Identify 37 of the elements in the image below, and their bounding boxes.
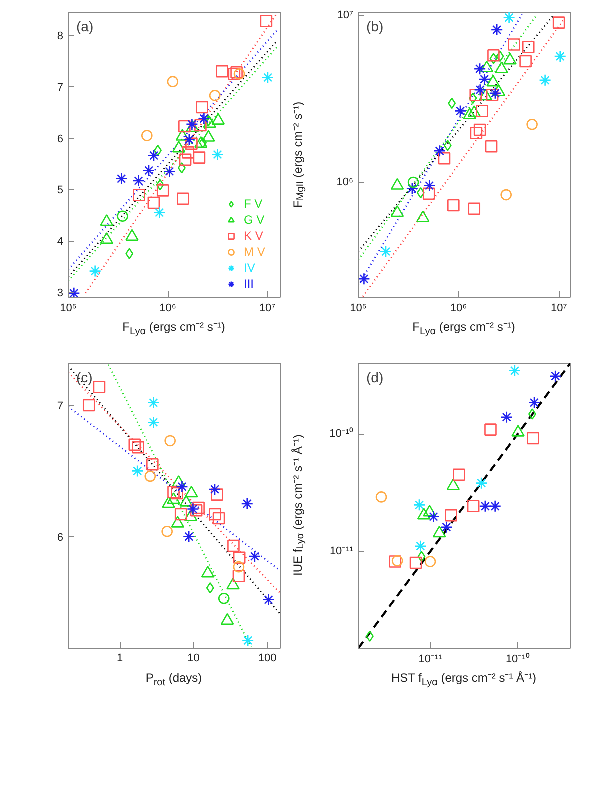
y-tick-label: 8	[57, 30, 64, 43]
x-tick-label: 10⁶	[450, 302, 468, 314]
legend-label: K V	[244, 229, 264, 243]
annotation: (b)	[366, 18, 384, 34]
y-tick-label: 7	[57, 82, 64, 94]
y-tick-label: 3	[57, 287, 64, 300]
legend-label: IV	[244, 261, 256, 275]
annotation: (c)	[76, 370, 93, 386]
x-tick-label: 10⁷	[550, 302, 568, 314]
x-tick-label: 10⁵	[60, 302, 77, 314]
x-tick-label: 10	[188, 652, 200, 664]
x-tick-label: 1	[116, 652, 124, 664]
legend-label: G V	[244, 213, 265, 227]
annotation: (d)	[366, 370, 384, 386]
y-tick-label: 6	[57, 532, 64, 544]
x-tick-label: 10⁶	[160, 302, 176, 314]
x-axis-title: F$_{Lyα}$ (ergs cm⁻² s⁻¹)	[412, 319, 516, 340]
legend-label: M V	[244, 245, 266, 259]
legend-label: III	[244, 277, 256, 291]
y-tick-label: 10⁻¹⁰	[330, 427, 354, 440]
x-axis-title: P$_{rot}$ (days)	[146, 670, 202, 690]
y-tick-label: 6	[57, 133, 64, 146]
x-axis-title: F$_{Lyα}$ (ergs cm⁻² s⁻¹)	[122, 319, 226, 340]
y-tick-label: 5	[57, 184, 64, 197]
annotation: (a)	[76, 18, 94, 34]
x-tick-label: 100	[258, 652, 277, 664]
x-tick-label: 10⁻¹¹	[418, 654, 443, 666]
y-tick-label: 10⁷	[337, 9, 354, 22]
legend-label: F V	[244, 197, 264, 211]
x-tick-label: 10⁷	[259, 302, 276, 314]
x-tick-label: 10⁻¹⁰	[506, 652, 530, 666]
y-tick-label: 10⁻¹¹	[330, 546, 354, 558]
x-tick-label: 10⁵	[350, 302, 367, 314]
y-tick-label: 7	[57, 400, 64, 413]
y-tick-label: 10⁶	[336, 176, 354, 188]
y-tick-label: 4	[57, 236, 64, 248]
x-axis-title: HST f$_{Lyα}$ (ergs cm⁻² s⁻¹ Å⁻¹)	[391, 670, 537, 690]
